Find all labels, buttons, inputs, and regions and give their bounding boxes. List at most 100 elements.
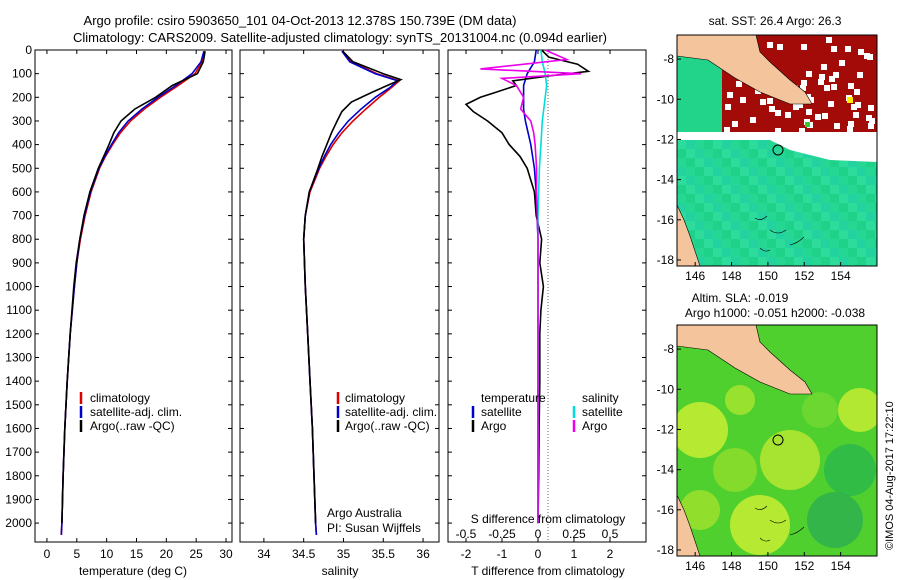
sst-cell (875, 257, 877, 266)
sst-cell (686, 185, 695, 194)
sst-cell (866, 158, 875, 167)
sst-map-panel: sat. SST: 26.4 Argo: 26.3 146 148 150 152 15… (657, 14, 878, 283)
sst-cell (812, 239, 821, 248)
sst-cell (749, 257, 758, 266)
legend-t-satellite-label: satellite (481, 405, 522, 419)
sst-cell (830, 203, 839, 212)
sst-cell (839, 230, 848, 239)
sst-cell (695, 158, 704, 167)
sst-cell (857, 212, 866, 221)
sst-cell (848, 230, 857, 239)
sst-missing-pixel (857, 72, 863, 78)
sst-cell (677, 176, 686, 185)
sst-cell (740, 194, 749, 203)
sst-cell (749, 203, 758, 212)
sst-cell (740, 185, 749, 194)
sla-map-panel: Altim. SLA: -0.019 Argo h1000: -0.051 h2… (657, 291, 878, 573)
sst-cell (857, 248, 866, 257)
sst-missing-pixel (769, 106, 775, 112)
sst-cell (713, 239, 722, 248)
sst-cell (695, 176, 704, 185)
sst-cell (857, 158, 866, 167)
sst-cell (785, 203, 794, 212)
sst-cell (794, 257, 803, 266)
sst-cell (812, 248, 821, 257)
pi-label: PI: Susan Wijffels (327, 521, 421, 535)
sst-cell (677, 167, 686, 176)
difference-depth-ticks (448, 49, 646, 524)
sst-cell (713, 230, 722, 239)
series-line-2 (302, 50, 404, 524)
sst-cloud-band (677, 132, 877, 140)
map-lat-label: -12 (657, 422, 675, 436)
sst-cell (794, 212, 803, 221)
sst-cell (722, 176, 731, 185)
sst-cell (731, 239, 740, 248)
sst-cell (722, 185, 731, 194)
sst-cell (722, 257, 731, 266)
map-lon-label: 148 (722, 559, 742, 573)
temperature-axis: 0 5 10 15 20 25 30 (44, 50, 233, 561)
sla-map-title: Altim. SLA: -0.019 (692, 291, 789, 305)
sst-cell (794, 185, 803, 194)
sst-cell (767, 167, 776, 176)
sst-missing-pixel (853, 112, 859, 118)
sst-cell (803, 221, 812, 230)
sst-cell (713, 185, 722, 194)
sst-cell (686, 194, 695, 203)
sst-missing-pixel (801, 80, 807, 86)
sst-cell (758, 257, 767, 266)
legend-argo-label: Argo(..raw -QC) (90, 419, 175, 433)
sst-cell (839, 257, 848, 266)
sst-cell (821, 167, 830, 176)
x-tick-label: 1 (571, 547, 578, 561)
x-tick-label: 35.5 (372, 547, 396, 561)
sst-cell (785, 158, 794, 167)
sst-missing-pixel (819, 74, 825, 80)
sst-missing-pixel (826, 37, 832, 43)
legend-salinity-heading: salinity (582, 391, 619, 405)
sst-missing-pixel (831, 84, 837, 90)
sst-cell (857, 221, 866, 230)
sst-cell (812, 185, 821, 194)
sst-cell (812, 194, 821, 203)
depth-tick-label: 400 (12, 138, 32, 152)
sst-missing-pixel (775, 128, 781, 134)
sst-cell (749, 212, 758, 221)
map-lon-label: 150 (758, 559, 778, 573)
sst-cell (704, 203, 713, 212)
sst-cell (767, 221, 776, 230)
sst-cell (857, 176, 866, 185)
sst-cell (848, 194, 857, 203)
sst-cell (677, 185, 686, 194)
sst-cell (722, 239, 731, 248)
sst-cell (686, 158, 695, 167)
sst-cell (758, 194, 767, 203)
sst-missing-pixel (797, 102, 803, 108)
sst-cell (731, 194, 740, 203)
sst-cell (767, 248, 776, 257)
sst-cell (686, 140, 695, 149)
sst-missing-pixel (839, 60, 845, 66)
sst-cell (695, 149, 704, 158)
sst-cell (713, 194, 722, 203)
sst-cell (722, 203, 731, 212)
sst-cell (767, 185, 776, 194)
sst-cell (785, 230, 794, 239)
sst-cell (731, 203, 740, 212)
sst-cell (704, 140, 713, 149)
sst-cell (830, 167, 839, 176)
map-lon-label: 154 (831, 269, 851, 283)
temperature-panel: 0100200300400500600700800900100011001200… (5, 43, 233, 578)
sst-cell (803, 167, 812, 176)
sst-cloud-gap (770, 140, 877, 162)
sst-cell (794, 230, 803, 239)
sst-cell (776, 239, 785, 248)
sst-cell (722, 194, 731, 203)
sst-cell (713, 167, 722, 176)
sst-cell (704, 257, 713, 266)
sst-cell (794, 158, 803, 167)
sst-cell (758, 167, 767, 176)
sst-cell (767, 194, 776, 203)
legend-s-argo-label: Argo (582, 419, 608, 433)
